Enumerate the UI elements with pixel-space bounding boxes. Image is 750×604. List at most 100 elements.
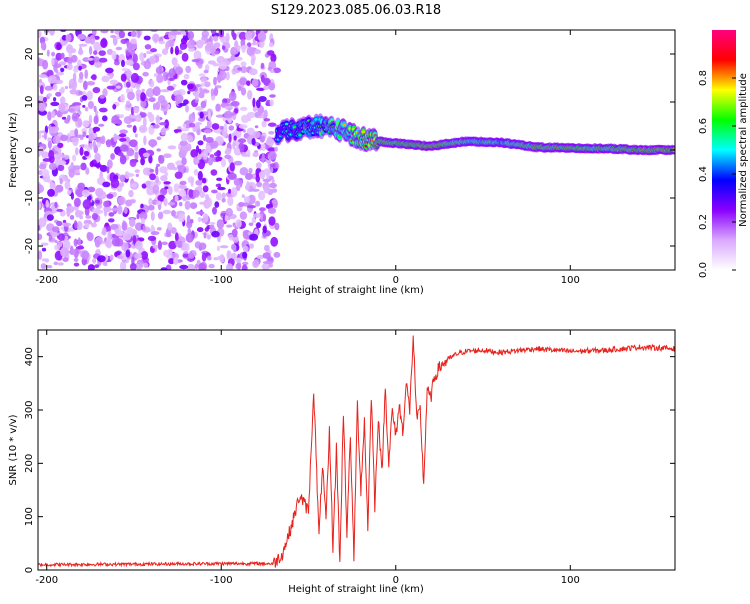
noise-blob (252, 97, 256, 108)
noise-blob (188, 189, 194, 198)
noise-blob (261, 143, 266, 152)
noise-blob (52, 83, 58, 91)
noise-blob (119, 114, 124, 119)
noise-blob (200, 82, 205, 88)
noise-blob (256, 254, 265, 260)
noise-blob (232, 64, 242, 74)
noise-blob (53, 63, 62, 68)
noise-blob (127, 199, 136, 204)
colorbar-tick-label: 0.8 (698, 70, 709, 86)
noise-blob (69, 89, 78, 95)
noise-blob (159, 166, 168, 174)
noise-blob (99, 94, 105, 99)
noise-blob (178, 184, 187, 190)
noise-blob (235, 219, 242, 229)
noise-blob (178, 213, 186, 223)
noise-blob (269, 94, 276, 98)
noise-blob (106, 193, 114, 199)
noise-blob (83, 144, 89, 150)
noise-blob (157, 194, 166, 202)
noise-blob (51, 226, 60, 233)
noise-blob (157, 200, 162, 205)
spectrogram-y-label: Frequency (Hz) (8, 112, 19, 188)
noise-blob (73, 197, 81, 207)
noise-blob (245, 173, 253, 180)
noise-blob (178, 103, 187, 107)
noise-blob (147, 235, 157, 241)
noise-blob (75, 147, 79, 156)
noise-blob (77, 237, 81, 246)
noise-blob (212, 62, 220, 67)
noise-blob (263, 77, 271, 86)
noise-blob (152, 124, 160, 129)
noise-blob (74, 105, 81, 111)
noise-blob (98, 50, 106, 56)
noise-blob (102, 115, 108, 122)
noise-blob (59, 160, 67, 166)
noise-blob (210, 30, 217, 35)
noise-blob (205, 193, 210, 201)
noise-blob (241, 264, 248, 270)
noise-blob (211, 189, 218, 194)
noise-blob (125, 249, 131, 258)
noise-blob (257, 32, 267, 42)
noise-blob (152, 244, 159, 249)
noise-blob (195, 84, 202, 88)
noise-blob (54, 201, 58, 209)
noise-blob (266, 136, 273, 145)
noise-blob (66, 133, 70, 144)
noise-blob (205, 147, 213, 154)
noise-blob (235, 263, 242, 270)
noise-blob (262, 261, 271, 264)
noise-blob (88, 46, 93, 55)
noise-blob (267, 50, 275, 56)
noise-blob (102, 181, 111, 188)
noise-blob (165, 264, 172, 270)
noise-blob (39, 85, 44, 95)
noise-blob (194, 263, 199, 270)
noise-blob (216, 219, 225, 229)
noise-blob (121, 221, 128, 232)
noise-blob (62, 219, 67, 224)
noise-blob (246, 127, 255, 135)
noise-blob (78, 49, 84, 55)
noise-blob (261, 135, 265, 140)
noise-blob (268, 207, 276, 214)
noise-blob (198, 73, 206, 77)
y-tick-label: 100 (24, 507, 35, 526)
noise-blob (134, 151, 139, 161)
noise-blob (221, 198, 226, 203)
noise-blob (163, 249, 170, 257)
noise-blob (211, 230, 220, 238)
noise-blob (100, 38, 108, 49)
colorbar-tick-label: 0.0 (698, 262, 709, 278)
noise-blob (40, 41, 47, 51)
noise-blob (237, 85, 242, 92)
noise-blob (119, 137, 127, 142)
noise-blob (258, 190, 266, 201)
noise-blob (215, 192, 222, 201)
noise-blob (181, 157, 187, 166)
noise-blob (97, 191, 107, 200)
noise-blob (247, 194, 256, 205)
noise-blob (127, 43, 133, 53)
noise-blob (248, 167, 253, 174)
noise-blob (216, 245, 221, 251)
noise-blob (252, 152, 259, 158)
noise-blob (84, 69, 88, 79)
noise-blob (170, 46, 174, 55)
noise-blob (42, 96, 48, 103)
noise-blob (258, 171, 266, 179)
noise-blob (60, 52, 65, 59)
noise-blob (174, 194, 179, 203)
noise-blob (143, 135, 147, 146)
noise-blob (264, 244, 270, 252)
noise-blob (56, 220, 63, 227)
noise-blob (160, 175, 168, 182)
noise-blob (89, 161, 95, 168)
noise-blob (203, 232, 207, 239)
noise-blob (78, 91, 83, 95)
noise-blob (156, 227, 162, 231)
noise-blob (250, 57, 255, 66)
